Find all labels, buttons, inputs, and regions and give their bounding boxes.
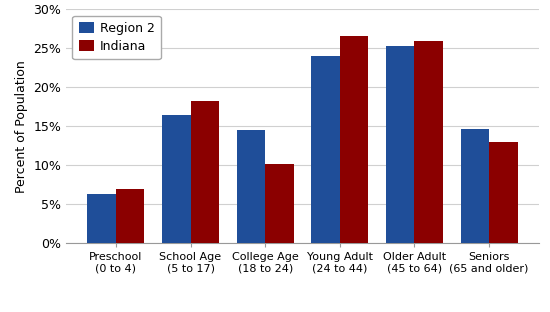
Y-axis label: Percent of Population: Percent of Population	[15, 60, 28, 193]
Bar	[162, 115, 190, 243]
Bar	[265, 164, 294, 243]
Bar	[116, 189, 144, 243]
Bar	[237, 130, 265, 243]
Bar	[489, 142, 518, 243]
Bar	[87, 194, 116, 243]
Bar	[386, 46, 415, 243]
Bar	[340, 36, 368, 243]
Bar	[190, 101, 219, 243]
Bar	[415, 41, 443, 243]
Legend: Region 2, Indiana: Region 2, Indiana	[72, 16, 161, 59]
Bar	[311, 56, 340, 243]
Bar	[461, 129, 489, 243]
